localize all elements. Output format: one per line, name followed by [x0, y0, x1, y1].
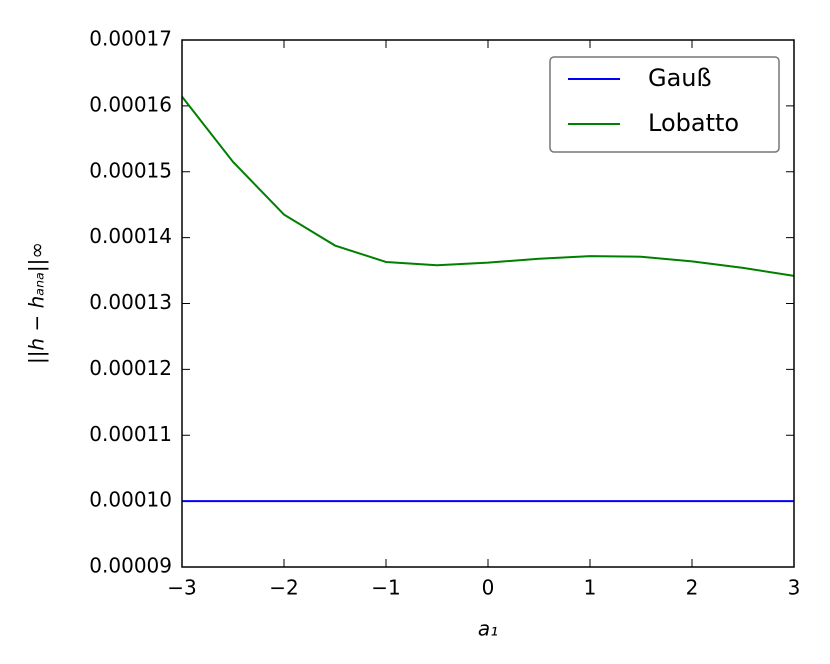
y-tick-label: 0.00013	[89, 290, 172, 314]
y-axis-label: ||h − hₐₙₐ||∞	[25, 242, 49, 364]
legend-label: Gauß	[648, 64, 712, 92]
legend-label: Lobatto	[648, 109, 739, 137]
x-tick-label: 3	[788, 576, 801, 600]
y-tick-label: 0.00009	[89, 554, 172, 578]
x-tick-label: −3	[167, 576, 196, 600]
legend-box	[549, 56, 780, 153]
y-tick-label: 0.00017	[89, 27, 172, 51]
x-tick-label: 0	[482, 576, 495, 600]
y-tick-label: 0.00016	[89, 92, 172, 116]
plot-frame	[181, 39, 795, 568]
x-tick-label: −1	[371, 576, 400, 600]
y-tick-label: 0.00010	[89, 488, 172, 512]
x-tick-label: 1	[584, 576, 597, 600]
x-tick-label: 2	[686, 576, 699, 600]
y-tick-label: 0.00012	[89, 356, 172, 380]
x-tick-label: −2	[269, 576, 298, 600]
y-tick-label: 0.00011	[89, 422, 172, 446]
y-tick-label: 0.00015	[89, 158, 172, 182]
y-tick-label: 0.00014	[89, 224, 172, 248]
series-line	[181, 96, 795, 277]
x-axis-label: a₁	[478, 617, 498, 641]
